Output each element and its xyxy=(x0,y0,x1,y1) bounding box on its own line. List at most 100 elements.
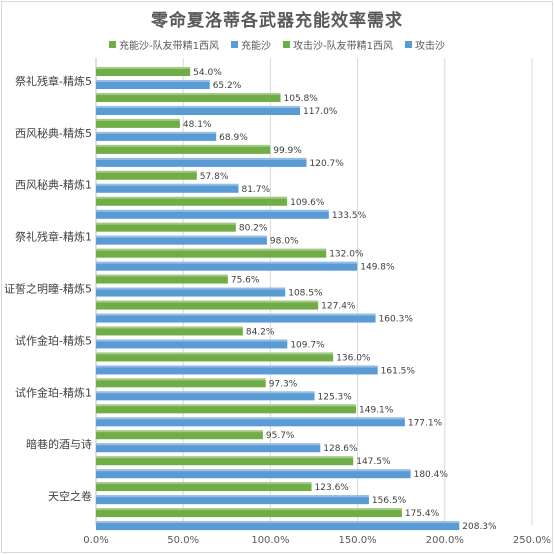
data-label-s0-c1: 48.1% xyxy=(183,120,212,130)
bar-s0-c4 xyxy=(96,274,228,284)
bar-s3-c3 xyxy=(96,261,358,271)
bar-s0-c3 xyxy=(96,222,236,232)
data-label-s2-c3: 132.0% xyxy=(329,250,364,260)
bar-highlight-s3-c1 xyxy=(96,157,307,160)
bar-highlight-s0-c4 xyxy=(96,274,228,277)
category-label-7: 暗巷的酒与诗 xyxy=(26,437,92,451)
bar-s3-c5 xyxy=(96,365,378,375)
data-label-s2-c6: 149.1% xyxy=(359,405,394,415)
bar-highlight-s3-c2 xyxy=(96,209,329,212)
bar-s2-c4 xyxy=(96,300,319,310)
legend-entry-2: 攻击沙-队友带精1西风 xyxy=(283,37,393,52)
bar-highlight-s2-c1 xyxy=(96,144,271,147)
bar-highlight-s2-c7 xyxy=(96,456,354,459)
bar-highlight-s2-c0 xyxy=(96,93,281,95)
category-label-0: 祭礼残章-精炼5 xyxy=(15,74,92,88)
bar-highlight-s1-c3 xyxy=(96,235,267,238)
bar-highlight-s1-c5 xyxy=(96,339,288,342)
data-label-s1-c0: 65.2% xyxy=(213,81,242,91)
bar-highlight-s3-c5 xyxy=(96,365,378,368)
bar-highlight-s3-c3 xyxy=(96,261,358,264)
legend-swatch-0 xyxy=(109,41,117,48)
category-label-1: 西风秘典-精炼5 xyxy=(15,126,92,140)
category-label-6: 试作金珀-精炼1 xyxy=(15,385,92,399)
data-label-s3-c3: 149.8% xyxy=(360,263,395,273)
bar-highlight-s2-c4 xyxy=(96,300,319,303)
legend-entry-3: 攻击沙 xyxy=(404,37,445,52)
category-label-4: 证誓之明瞳-精炼5 xyxy=(4,282,92,296)
data-label-s3-c7: 180.4% xyxy=(414,470,449,480)
data-label-s1-c5: 109.7% xyxy=(290,340,325,350)
bar-highlight-s0-c0 xyxy=(96,67,191,69)
legend-swatch-1 xyxy=(231,41,238,48)
data-label-s0-c0: 54.0% xyxy=(193,68,222,78)
bar-s0-c0 xyxy=(96,67,191,76)
data-label-s0-c4: 75.6% xyxy=(231,276,260,286)
bar-highlight-s0-c1 xyxy=(96,118,180,121)
data-label-s1-c8: 156.5% xyxy=(372,496,407,506)
data-label-s1-c7: 128.6% xyxy=(323,444,358,454)
bar-highlight-s3-c0 xyxy=(96,106,301,108)
bar-highlight-s0-c8 xyxy=(96,482,312,485)
data-label-s1-c3: 98.0% xyxy=(270,237,299,247)
bar-highlight-s0-c2 xyxy=(96,170,197,173)
category-label-2: 西风秘典-精炼1 xyxy=(15,178,92,192)
bar-s1-c1 xyxy=(96,131,217,141)
bar-highlight-s3-c7 xyxy=(96,469,411,472)
bar-s3-c8 xyxy=(96,521,460,531)
legend-label-0: 充能沙-队友带精1西风 xyxy=(119,41,219,52)
bar-s1-c0 xyxy=(96,80,210,89)
legend-entry-1: 充能沙 xyxy=(231,37,271,52)
x-tick-label-0: 0.0% xyxy=(83,535,108,546)
data-label-s0-c8: 123.6% xyxy=(315,483,350,493)
data-label-s3-c8: 208.3% xyxy=(462,522,497,532)
bar-highlight-s2-c3 xyxy=(96,248,327,251)
bar-s2-c0 xyxy=(96,93,281,102)
data-label-s0-c2: 57.8% xyxy=(200,172,229,182)
data-label-s2-c5: 136.0% xyxy=(336,353,371,363)
data-label-s3-c4: 160.3% xyxy=(379,315,414,325)
bar-s3-c4 xyxy=(96,313,376,323)
bar-highlight-s3-c4 xyxy=(96,313,376,316)
legend-label-3: 攻击沙 xyxy=(414,41,445,52)
bar-highlight-s2-c2 xyxy=(96,196,288,199)
bar-highlight-s1-c7 xyxy=(96,443,321,446)
data-label-s0-c5: 84.2% xyxy=(246,327,275,337)
bar-s0-c1 xyxy=(96,118,180,128)
bar-highlight-s2-c6 xyxy=(96,404,357,407)
bar-s3-c7 xyxy=(96,469,411,479)
bar-highlight-s0-c3 xyxy=(96,222,236,225)
data-label-s3-c0: 117.0% xyxy=(303,107,338,117)
bar-s1-c3 xyxy=(96,235,267,245)
bar-s3-c2 xyxy=(96,209,329,219)
bar-s2-c1 xyxy=(96,144,271,154)
data-label-s2-c7: 147.5% xyxy=(356,457,391,467)
category-label-8: 天空之卷 xyxy=(48,489,92,503)
bar-highlight-s3-c8 xyxy=(96,521,460,524)
legend-label-2: 攻击沙-队友带精1西风 xyxy=(293,41,393,52)
bar-highlight-s0-c7 xyxy=(96,430,263,433)
data-label-s3-c6: 177.1% xyxy=(408,418,443,428)
legend-label-1: 充能沙 xyxy=(241,41,271,52)
bar-highlight-s2-c5 xyxy=(96,352,334,355)
bar-s3-c6 xyxy=(96,417,405,427)
data-label-s0-c3: 80.2% xyxy=(239,224,268,234)
x-tick-label-5: 250.0% xyxy=(513,535,551,546)
data-label-s2-c2: 109.6% xyxy=(290,198,325,208)
chart-legend: 充能沙-队友带精1西风 充能沙 攻击沙-队友带精1西风 攻击沙 xyxy=(0,37,554,52)
x-tick-label-3: 150.0% xyxy=(339,535,377,546)
data-label-s1-c4: 108.5% xyxy=(288,289,323,299)
x-tick-label-2: 100.0% xyxy=(251,535,289,546)
bar-highlight-s1-c6 xyxy=(96,391,315,394)
bar-s1-c5 xyxy=(96,339,288,349)
bar-s2-c8 xyxy=(96,508,402,518)
bar-highlight-s2-c8 xyxy=(96,508,402,511)
bar-s0-c2 xyxy=(96,170,197,180)
bar-s1-c7 xyxy=(96,443,321,453)
data-label-s3-c5: 161.5% xyxy=(381,366,416,376)
bar-s0-c8 xyxy=(96,482,312,492)
bar-s3-c0 xyxy=(96,106,301,115)
data-label-s1-c6: 125.3% xyxy=(318,392,353,402)
bar-s0-c5 xyxy=(96,326,243,336)
